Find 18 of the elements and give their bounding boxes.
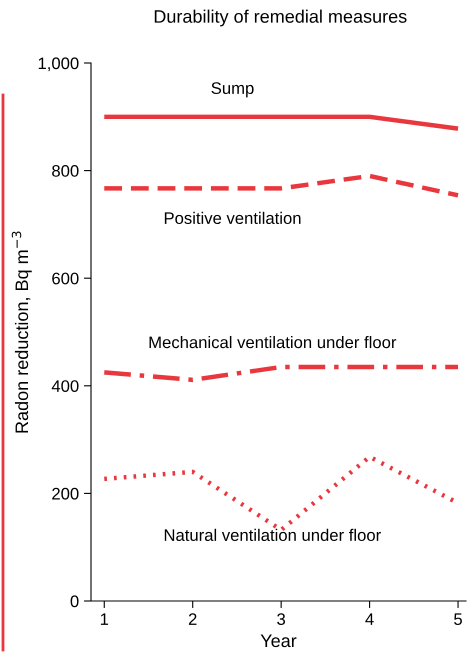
x-axis-title: Year xyxy=(260,634,296,648)
series-label: Sump xyxy=(212,82,254,98)
y-tick-label: 1,000 xyxy=(38,57,79,72)
y-axis-title: Radon reduction, Bq m$^{−3}$ xyxy=(12,232,32,433)
series-label: Natural ventilation under floor xyxy=(164,528,381,542)
x-tick-label: 4 xyxy=(365,613,374,625)
series-label: Positive ventilation xyxy=(164,212,300,224)
x-tick-label: 3 xyxy=(277,613,286,626)
x-tick-label: 5 xyxy=(454,613,462,626)
y-tick-label: 800 xyxy=(52,165,79,177)
y-tick-label: 200 xyxy=(52,488,79,500)
series-label: Mechanical ventilation under floor xyxy=(150,336,396,348)
y-tick-label: 0 xyxy=(70,595,79,608)
chart-title: Durability of remedial measures xyxy=(154,10,407,26)
y-tick-label: 600 xyxy=(52,272,79,284)
x-tick-label: 1 xyxy=(100,613,108,625)
x-tick-label: 2 xyxy=(188,613,197,625)
y-tick-label: 400 xyxy=(52,380,79,392)
